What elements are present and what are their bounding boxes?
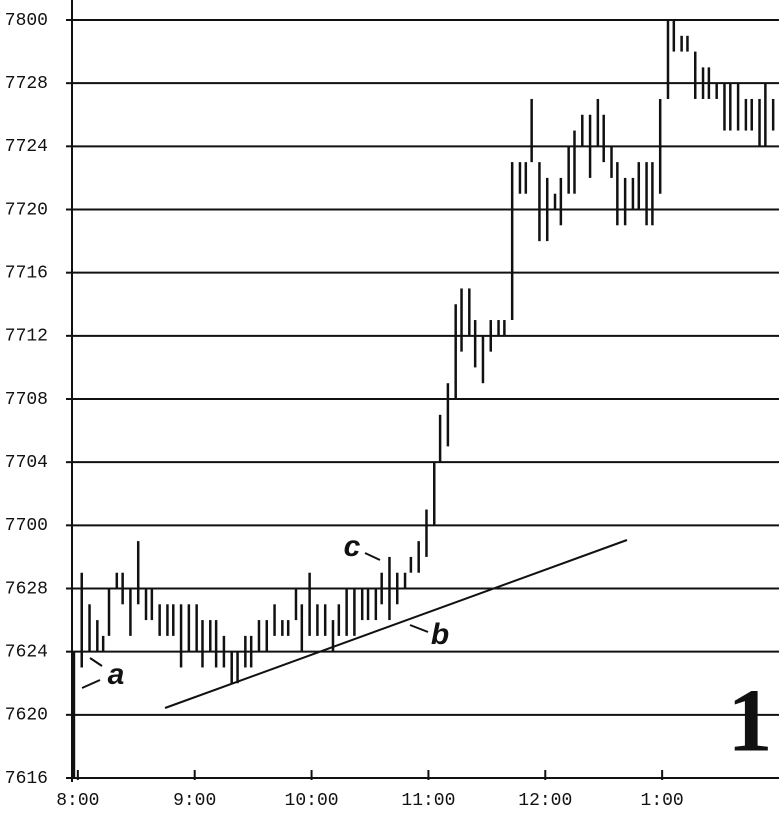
annotation: c [344,530,361,563]
x-tick-label: 12:00 [518,791,572,811]
x-tick-label: 8:00 [56,791,99,811]
y-tick-label: 7704 [5,453,48,473]
annotation: a [108,658,125,691]
y-tick-label: 7624 [5,642,48,662]
figure-number: 1 [728,672,773,771]
pointer [81,679,101,689]
y-tick-label: 7724 [5,137,48,157]
pointer [89,657,103,667]
x-tick-label: 1:00 [641,791,684,811]
y-tick-label: 7800 [5,11,48,31]
pointer [364,552,381,561]
y-tick-label: 7720 [5,200,48,220]
trend-line [164,539,628,709]
y-tick-label: 7628 [5,579,48,599]
x-tick-label: 9:00 [173,791,216,811]
y-tick-label: 7716 [5,263,48,283]
annotation: b [431,618,449,651]
y-tick-label: 7620 [5,706,48,726]
y-tick-label: 7728 [5,74,48,94]
x-tick-label: 11:00 [401,791,455,811]
y-tick-label: 7712 [5,327,48,347]
y-tick-label: 7700 [5,516,48,536]
y-tick-label: 7616 [5,769,48,789]
pointer [409,624,429,633]
x-tick-label: 10:00 [285,791,339,811]
y-tick-label: 7708 [5,390,48,410]
